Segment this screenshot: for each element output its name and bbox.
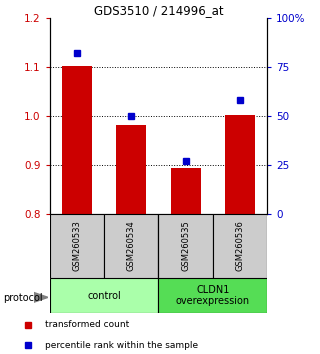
Bar	[62, 66, 92, 214]
Text: percentile rank within the sample: percentile rank within the sample	[45, 341, 199, 349]
Title: GDS3510 / 214996_at: GDS3510 / 214996_at	[93, 4, 223, 17]
Bar	[158, 278, 267, 313]
Text: protocol: protocol	[3, 293, 43, 303]
Bar	[213, 214, 267, 278]
Bar	[225, 115, 255, 214]
Bar	[50, 214, 104, 278]
Text: GSM260534: GSM260534	[127, 221, 136, 272]
Text: transformed count: transformed count	[45, 320, 130, 329]
Bar	[158, 214, 213, 278]
Text: GSM260535: GSM260535	[181, 221, 190, 272]
Text: control: control	[87, 291, 121, 301]
Bar	[171, 167, 201, 214]
Text: CLDN1
overexpression: CLDN1 overexpression	[176, 285, 250, 307]
Bar	[104, 214, 158, 278]
Text: GSM260533: GSM260533	[72, 221, 81, 272]
Bar	[50, 278, 158, 313]
Polygon shape	[34, 292, 48, 302]
Text: GSM260536: GSM260536	[236, 221, 244, 272]
Bar	[116, 125, 146, 214]
